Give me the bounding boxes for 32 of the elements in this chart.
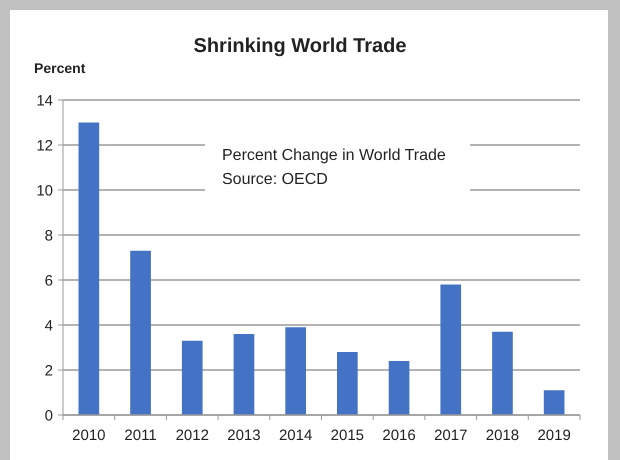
x-tick-label: 2017 — [434, 427, 468, 444]
y-tick-label: 6 — [44, 272, 53, 290]
chart-title: Shrinking World Trade — [194, 35, 406, 57]
bar — [492, 332, 513, 415]
y-tick-label: 4 — [44, 317, 53, 334]
x-tick-label: 2015 — [330, 427, 364, 444]
bar — [337, 352, 358, 415]
x-tick-label: 2014 — [278, 427, 312, 444]
annotation: Percent Change in World Trade — [222, 147, 446, 164]
bar — [130, 250, 151, 415]
y-tick-label: 14 — [36, 92, 53, 110]
bar — [388, 361, 410, 415]
bar — [234, 334, 254, 415]
x-tick-label: 2019 — [537, 427, 571, 444]
x-tick-label: 2012 — [176, 427, 209, 444]
x-tick-label: 2013 — [227, 427, 261, 444]
y-tick-label: 0 — [44, 407, 53, 424]
y-tick-label: 12 — [36, 137, 53, 154]
bar — [544, 390, 564, 415]
x-tick-label: 2010 — [72, 427, 106, 444]
bar — [285, 327, 306, 415]
y-tick-label: 8 — [44, 227, 53, 244]
bar — [78, 122, 100, 415]
annotation: Source: OECD — [222, 171, 328, 188]
x-tick-label: 2016 — [382, 427, 416, 444]
x-tick-label: 2018 — [486, 427, 520, 444]
bar — [182, 340, 203, 415]
x-tick-label: 2011 — [124, 427, 157, 444]
bar — [440, 284, 462, 415]
y-axis-title: Percent — [34, 60, 86, 76]
y-tick-label: 10 — [36, 182, 53, 200]
y-tick-label: 2 — [44, 362, 53, 380]
